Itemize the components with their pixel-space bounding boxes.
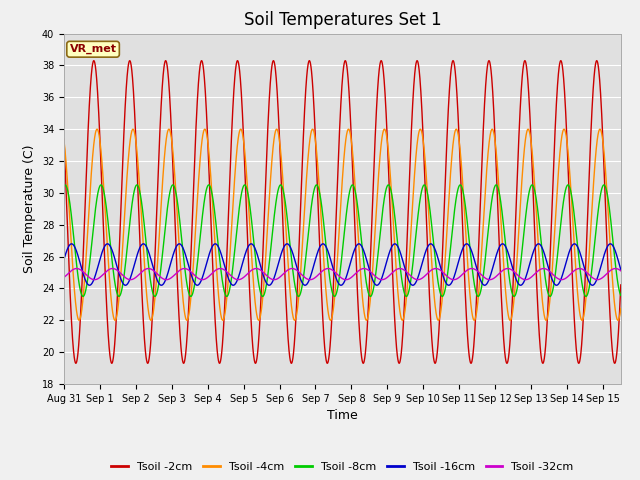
Tsoil -32cm — [274, 276, 282, 281]
Tsoil -4cm — [274, 128, 282, 133]
Tsoil -16cm — [617, 267, 625, 273]
Tsoil -32cm — [617, 268, 625, 274]
Tsoil -4cm — [93, 126, 101, 132]
Line: Tsoil -2cm: Tsoil -2cm — [64, 60, 621, 363]
Line: Tsoil -32cm: Tsoil -32cm — [64, 268, 621, 280]
Title: Soil Temperatures Set 1: Soil Temperatures Set 1 — [244, 11, 441, 29]
Tsoil -4cm — [546, 295, 554, 301]
Tsoil -8cm — [124, 242, 131, 248]
Tsoil -4cm — [60, 138, 68, 144]
Tsoil -8cm — [606, 213, 614, 218]
Line: Tsoil -16cm: Tsoil -16cm — [64, 244, 621, 285]
Tsoil -16cm — [606, 241, 614, 247]
Tsoil -16cm — [124, 281, 132, 287]
Tsoil -2cm — [546, 255, 554, 261]
Tsoil -16cm — [391, 241, 399, 247]
Tsoil -2cm — [274, 98, 282, 104]
Tsoil -4cm — [617, 306, 625, 312]
Tsoil -4cm — [578, 317, 586, 323]
Tsoil -16cm — [547, 271, 554, 277]
Legend: Tsoil -2cm, Tsoil -4cm, Tsoil -8cm, Tsoil -16cm, Tsoil -32cm: Tsoil -2cm, Tsoil -4cm, Tsoil -8cm, Tsoi… — [107, 457, 578, 477]
Tsoil -2cm — [298, 171, 306, 177]
Tsoil -32cm — [606, 268, 614, 274]
Tsoil -8cm — [60, 183, 68, 189]
Tsoil -16cm — [274, 263, 282, 269]
Tsoil -32cm — [540, 265, 547, 271]
Tsoil -8cm — [298, 285, 306, 290]
Tsoil -32cm — [127, 277, 134, 283]
Tsoil -32cm — [157, 274, 164, 280]
Line: Tsoil -8cm: Tsoil -8cm — [64, 185, 621, 296]
Tsoil -8cm — [546, 293, 554, 299]
Tsoil -2cm — [269, 58, 277, 63]
Tsoil -8cm — [187, 293, 195, 299]
Tsoil -8cm — [600, 182, 608, 188]
Tsoil -32cm — [124, 276, 131, 282]
Tsoil -4cm — [157, 208, 164, 214]
Tsoil -8cm — [617, 292, 625, 298]
Tsoil -8cm — [274, 189, 282, 195]
Tsoil -2cm — [611, 360, 618, 366]
Tsoil -2cm — [617, 282, 625, 288]
Tsoil -32cm — [60, 275, 68, 280]
Tsoil -2cm — [606, 313, 614, 319]
Tsoil -16cm — [298, 279, 306, 285]
Tsoil -16cm — [157, 282, 164, 288]
Tsoil -16cm — [122, 282, 129, 288]
Tsoil -4cm — [298, 251, 306, 257]
Tsoil -2cm — [124, 69, 131, 75]
Tsoil -4cm — [124, 164, 132, 170]
X-axis label: Time: Time — [327, 409, 358, 422]
Tsoil -8cm — [157, 268, 164, 274]
Y-axis label: Soil Temperature (C): Soil Temperature (C) — [23, 144, 36, 273]
Text: VR_met: VR_met — [70, 44, 116, 54]
Line: Tsoil -4cm: Tsoil -4cm — [64, 129, 621, 320]
Tsoil -2cm — [60, 136, 68, 142]
Tsoil -32cm — [547, 269, 554, 275]
Tsoil -4cm — [606, 243, 614, 249]
Tsoil -16cm — [60, 256, 68, 262]
Tsoil -32cm — [298, 272, 306, 278]
Tsoil -2cm — [157, 114, 164, 120]
